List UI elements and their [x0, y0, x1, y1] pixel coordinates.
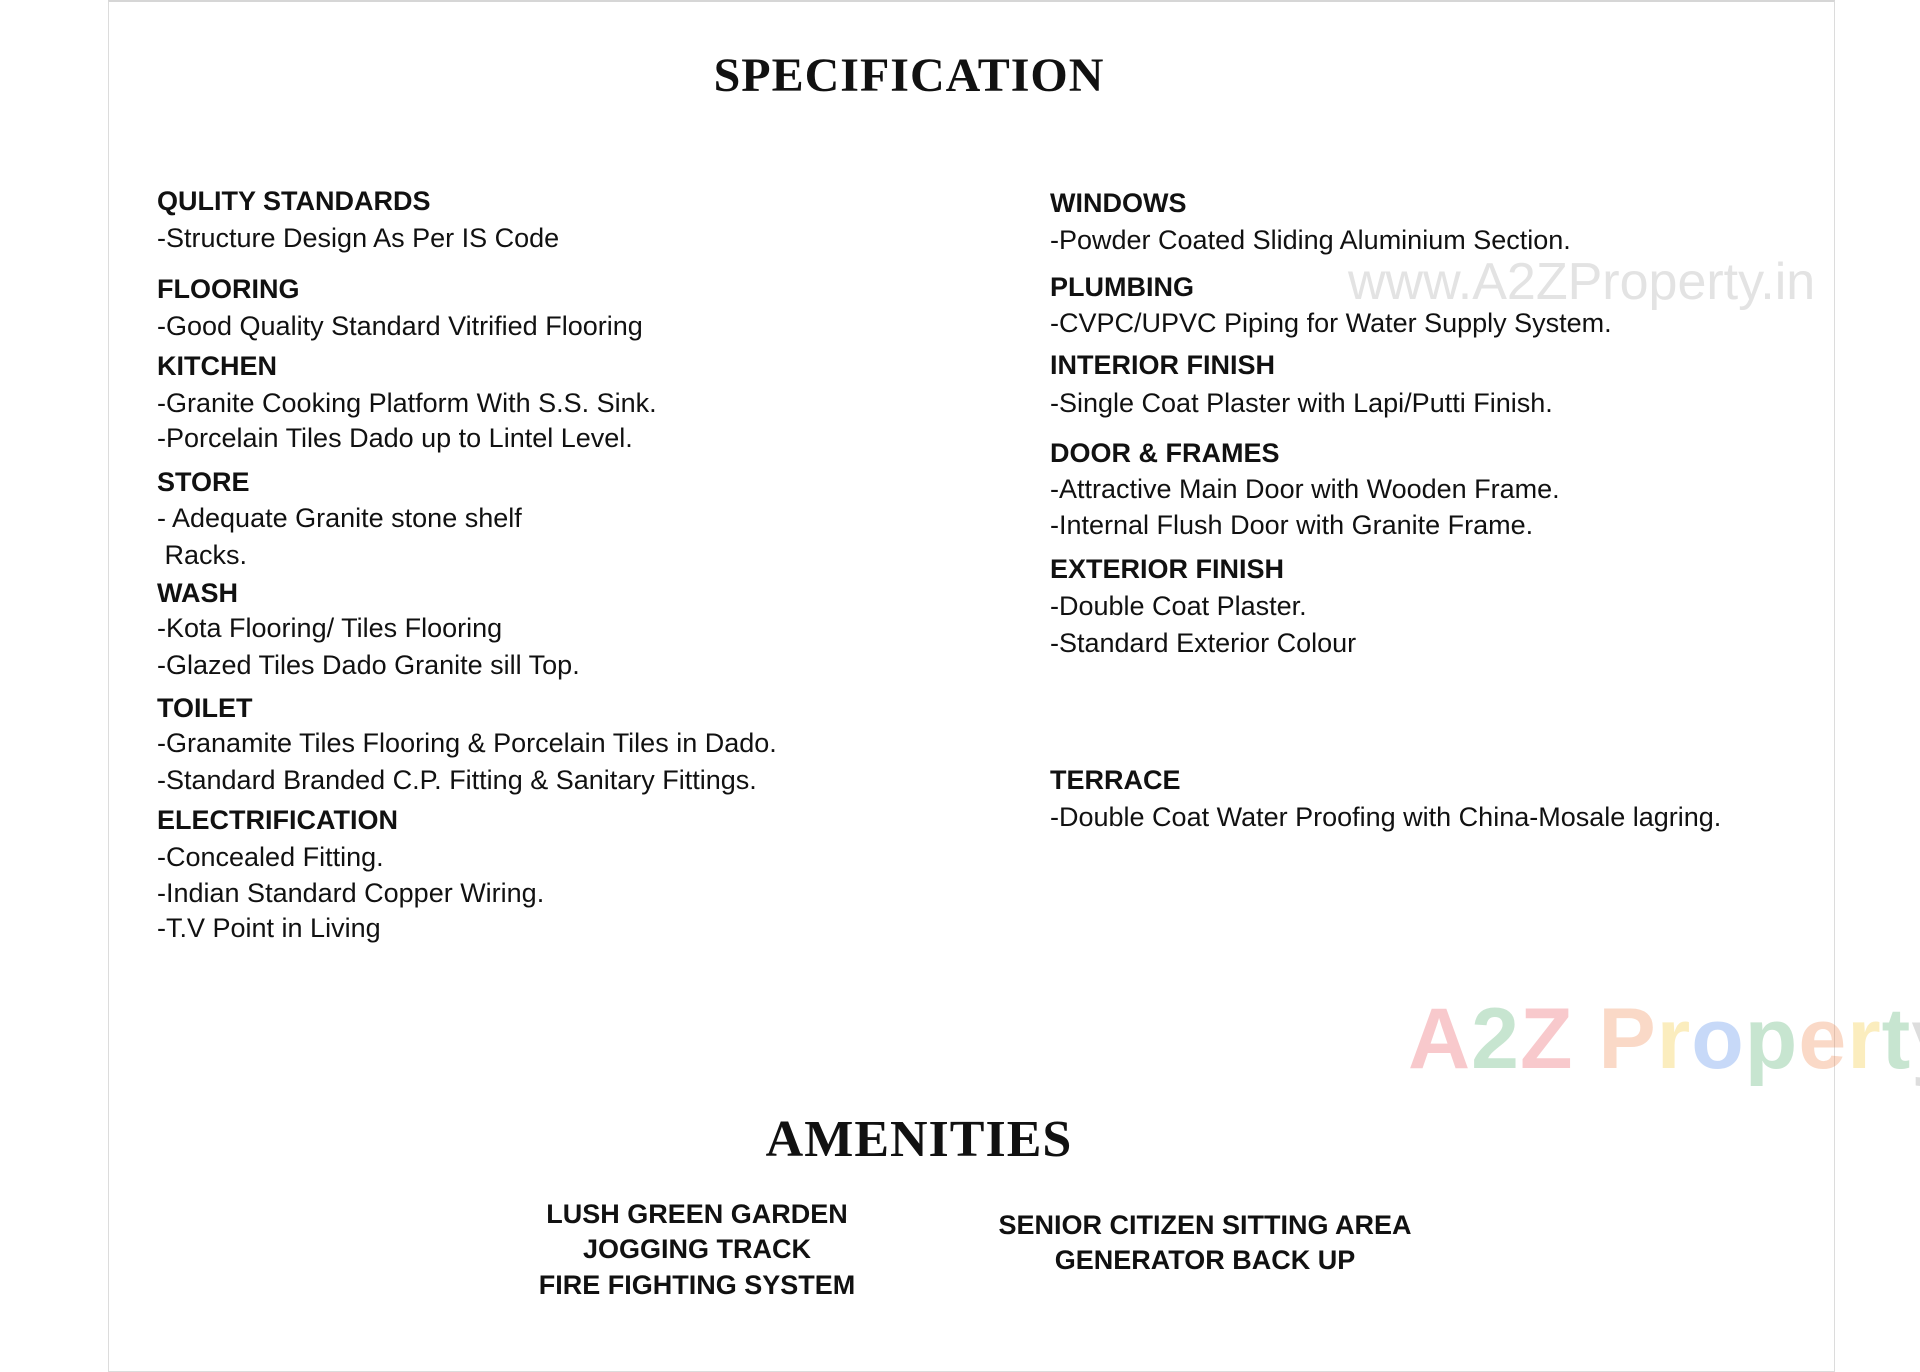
section-heading: STORE [157, 467, 250, 497]
logo-letter: y [1911, 991, 1920, 1087]
amenities-title: AMENITIES [765, 1111, 1073, 1168]
logo-letter: r [1847, 991, 1882, 1087]
section-line: -Internal Flush Door with Granite Frame. [1050, 510, 1534, 540]
section-line: -Porcelain Tiles Dado up to Lintel Level… [157, 423, 633, 453]
section-heading: PLUMBING [1050, 272, 1194, 302]
section-line: -Powder Coated Sliding Aluminium Section… [1050, 225, 1571, 255]
logo-letter: P [1598, 991, 1657, 1087]
section-line: -Good Quality Standard Vitrified Floorin… [157, 311, 643, 341]
logo-letter: 2 [1471, 991, 1520, 1087]
section-heading: DOOR & FRAMES [1050, 438, 1280, 468]
logo-letter: Z [1519, 991, 1574, 1087]
amenity-item: FIRE FIGHTING SYSTEM [538, 1270, 856, 1300]
section-heading: KITCHEN [157, 351, 277, 381]
watermark-url: www.A2ZProperty.in [1348, 253, 1816, 311]
section-heading: TOILET [157, 693, 253, 723]
logo-letter: A [1408, 991, 1472, 1087]
section-heading: FLOORING [157, 274, 300, 304]
page-title: SPECIFICATION [713, 49, 1105, 102]
section-line: -Indian Standard Copper Wiring. [157, 878, 545, 908]
section-line: -Kota Flooring/ Tiles Flooring [157, 613, 503, 643]
amenity-item: JOGGING TRACK [582, 1234, 812, 1264]
section-heading: EXTERIOR FINISH [1050, 554, 1285, 584]
section-line: -CVPC/UPVC Piping for Water Supply Syste… [1050, 308, 1612, 338]
amenity-item: LUSH GREEN GARDEN [546, 1199, 848, 1229]
section-line: -Standard Exterior Colour [1050, 628, 1357, 658]
amenity-item: GENERATOR BACK UP [1054, 1245, 1356, 1275]
logo-letter: o [1691, 991, 1745, 1087]
section-heading: QULITY STANDARDS [157, 186, 431, 216]
section-heading: WASH [157, 578, 238, 608]
section-heading: TERRACE [1050, 765, 1181, 795]
amenity-item: SENIOR CITIZEN SITTING AREA [998, 1210, 1412, 1240]
logo-letter [1574, 991, 1599, 1087]
section-heading: WINDOWS [1050, 188, 1187, 218]
section-heading: ELECTRIFICATION [157, 805, 398, 835]
logo-letter: e [1798, 991, 1848, 1087]
section-line: -Glazed Tiles Dado Granite sill Top. [157, 650, 580, 680]
section-line: Racks. [157, 540, 248, 570]
logo-letter: r [1656, 991, 1692, 1087]
section-line: -Concealed Fitting. [157, 842, 384, 872]
logo-letter: t [1881, 991, 1912, 1087]
section-line: -Attractive Main Door with Wooden Frame. [1050, 474, 1560, 504]
section-line: -Double Coat Water Proofing with China-M… [1050, 802, 1722, 832]
section-line: -Double Coat Plaster. [1050, 591, 1307, 621]
section-line: - Adequate Granite stone shelf [157, 503, 522, 533]
section-line: -Granite Cooking Platform With S.S. Sink… [157, 388, 657, 418]
section-line: -Granamite Tiles Flooring & Porcelain Ti… [157, 728, 777, 758]
section-line: -Single Coat Plaster with Lapi/Putti Fin… [1050, 388, 1553, 418]
section-heading: INTERIOR FINISH [1050, 350, 1276, 380]
section-line: -Standard Branded C.P. Fitting & Sanitar… [157, 765, 757, 795]
section-line: -Structure Design As Per IS Code [157, 223, 560, 253]
section-line: -T.V Point in Living [157, 913, 381, 943]
logo-letter: p [1744, 991, 1799, 1087]
a2z-property-logo: A2Z Property [1408, 990, 1920, 1089]
